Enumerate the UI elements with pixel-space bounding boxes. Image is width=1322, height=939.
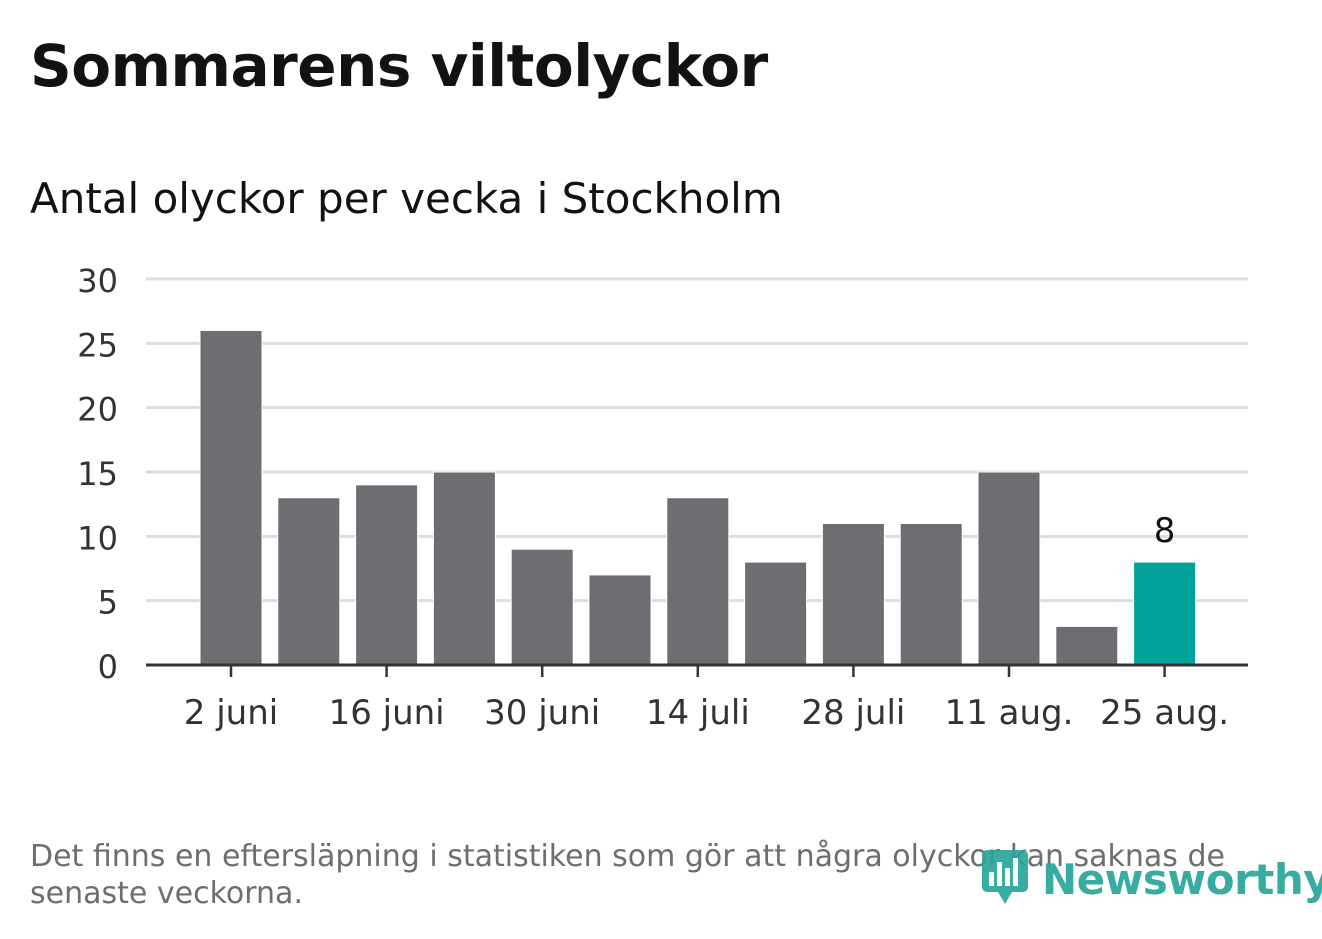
bar (666, 497, 730, 666)
x-tick-label: 14 juli (646, 693, 750, 733)
x-tick-label: 11 aug. (945, 693, 1074, 733)
bar (277, 497, 341, 666)
bar (1133, 561, 1197, 666)
y-tick-label: 20 (77, 391, 118, 429)
bar (821, 522, 885, 666)
y-tick-label: 0 (98, 648, 118, 686)
chart-title: Sommarens viltolyckor (30, 32, 768, 100)
chart-subtitle: Antal olyckor per vecka i Stockholm (30, 174, 783, 223)
bar-chart: 0 5 10 15 20 25 30 2 juni 16 juni 30 juni 14 juli 2… (77, 262, 1248, 733)
x-tick-label: 30 juni (484, 693, 600, 733)
bar (744, 561, 808, 666)
x-tick-label: 28 juli (801, 693, 905, 733)
bar (355, 484, 419, 666)
y-tick-label: 25 (77, 326, 118, 364)
newsworthy-logo-icon (980, 848, 1030, 910)
bar (432, 471, 496, 666)
bar (510, 548, 574, 666)
y-tick-label: 15 (77, 455, 118, 493)
x-tick-label: 16 juni (329, 693, 445, 733)
x-tick-label: 25 aug. (1100, 693, 1229, 733)
y-tick-label: 10 (77, 519, 118, 557)
newsworthy-logo-text: Newsworthy (1042, 854, 1322, 904)
newsworthy-logo: Newsworthy (980, 848, 1322, 910)
y-tick-label: 30 (77, 262, 118, 300)
bar (977, 471, 1041, 666)
bar (199, 329, 263, 666)
y-tick-label: 5 (98, 584, 118, 622)
data-label: 8 (1154, 511, 1176, 551)
bar (588, 574, 652, 666)
x-tick-label: 2 juni (184, 693, 278, 733)
bar (899, 522, 963, 666)
bar (1055, 625, 1119, 666)
